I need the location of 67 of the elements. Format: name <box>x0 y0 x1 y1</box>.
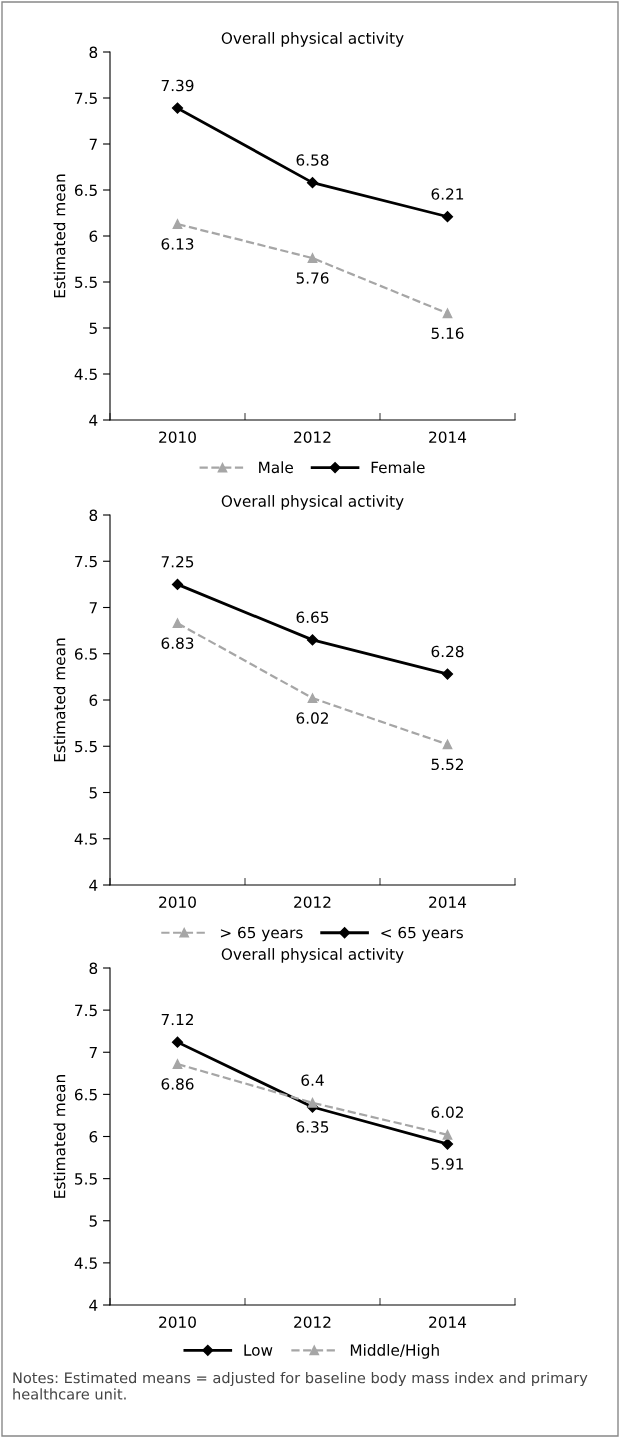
y-tick-label: 5 <box>89 787 97 799</box>
x-tick-label: 2010 <box>159 431 196 443</box>
y-axis-title: Estimated mean <box>53 1075 66 1198</box>
y-tick-label: 7 <box>89 1046 97 1059</box>
y-tick-label: 4 <box>89 879 98 891</box>
data-label: 6.86 <box>161 1078 194 1090</box>
x-tick-label: 2012 <box>294 1316 331 1328</box>
x-tick-label: 2014 <box>429 896 467 908</box>
data-label: 7.12 <box>161 1013 193 1026</box>
data-label: 6.4 <box>301 1074 324 1086</box>
data-label: 6.02 <box>431 1106 463 1118</box>
y-tick-label: 7 <box>89 138 97 150</box>
y-tick-label: 4 <box>89 414 98 426</box>
data-label: 6.28 <box>431 645 464 658</box>
text: Notes: Estimated means = adjusted for baseline body mass index and primary healthcare unit. <box>13 1372 588 1400</box>
y-tick-label: 5 <box>89 322 97 335</box>
x-tick-label: 2014 <box>429 1316 467 1328</box>
x-tick-label: 2012 <box>294 431 331 443</box>
y-tick-label: 6.5 <box>74 184 97 197</box>
data-label: 6.35 <box>296 1121 329 1133</box>
y-tick-label: 6 <box>89 230 98 243</box>
legend-label: Low <box>244 1344 273 1356</box>
data-label: 6.65 <box>296 611 329 624</box>
legend-label: > 65 years <box>220 926 303 942</box>
y-tick-label: 8 <box>89 962 98 975</box>
data-label: 6.02 <box>296 712 328 724</box>
chart-title: Overall physical activity <box>221 948 404 963</box>
y-tick-label: 6.5 <box>74 648 97 660</box>
y-tick-label: 6.5 <box>74 1088 97 1101</box>
x-tick-label: 2012 <box>294 896 331 908</box>
y-tick-label: 4 <box>89 1299 98 1311</box>
x-tick-label: 2010 <box>159 896 196 908</box>
y-tick-label: 4.5 <box>74 368 97 381</box>
x-tick-label: 2010 <box>159 1316 196 1328</box>
y-tick-label: 7.5 <box>75 92 97 105</box>
data-label: 6.83 <box>161 637 194 649</box>
chart-title: Overall physical activity <box>221 32 404 47</box>
y-tick-label: 5.5 <box>75 1173 97 1185</box>
y-tick-label: 8 <box>89 46 98 59</box>
y-tick-label: 5.5 <box>75 276 97 289</box>
data-label: 6.21 <box>431 188 464 200</box>
y-axis-title: Estimated mean <box>53 174 66 298</box>
legend-label: Male <box>259 461 293 474</box>
data-label: 6.13 <box>161 238 194 250</box>
data-label: 7.25 <box>161 555 194 568</box>
y-tick-label: 6 <box>89 694 98 707</box>
y-tick-label: 7 <box>89 602 97 614</box>
chart-title: Overall physical activity <box>221 495 404 510</box>
y-tick-label: 8 <box>89 509 98 522</box>
y-tick-label: 7.5 <box>75 555 97 568</box>
legend-label: < 65 years <box>381 926 463 942</box>
legend-label: Middle/High <box>350 1344 439 1359</box>
data-label: 5.91 <box>431 1158 464 1170</box>
legend-label: Female <box>371 461 425 474</box>
data-label: 6.58 <box>296 154 329 166</box>
data-label: 7.39 <box>161 79 194 92</box>
data-label: 5.16 <box>431 327 464 339</box>
y-tick-label: 7.5 <box>75 1004 97 1017</box>
data-label: 5.76 <box>296 272 329 284</box>
y-tick-label: 4.5 <box>74 1257 97 1269</box>
x-tick-label: 2014 <box>429 431 467 443</box>
y-tick-label: 5.5 <box>75 740 97 753</box>
y-tick-label: 6 <box>89 1130 98 1143</box>
y-tick-label: 5 <box>89 1215 97 1227</box>
y-tick-label: 4.5 <box>74 833 97 845</box>
y-axis-title: Estimated mean <box>53 638 66 762</box>
data-label: 5.52 <box>431 758 463 771</box>
